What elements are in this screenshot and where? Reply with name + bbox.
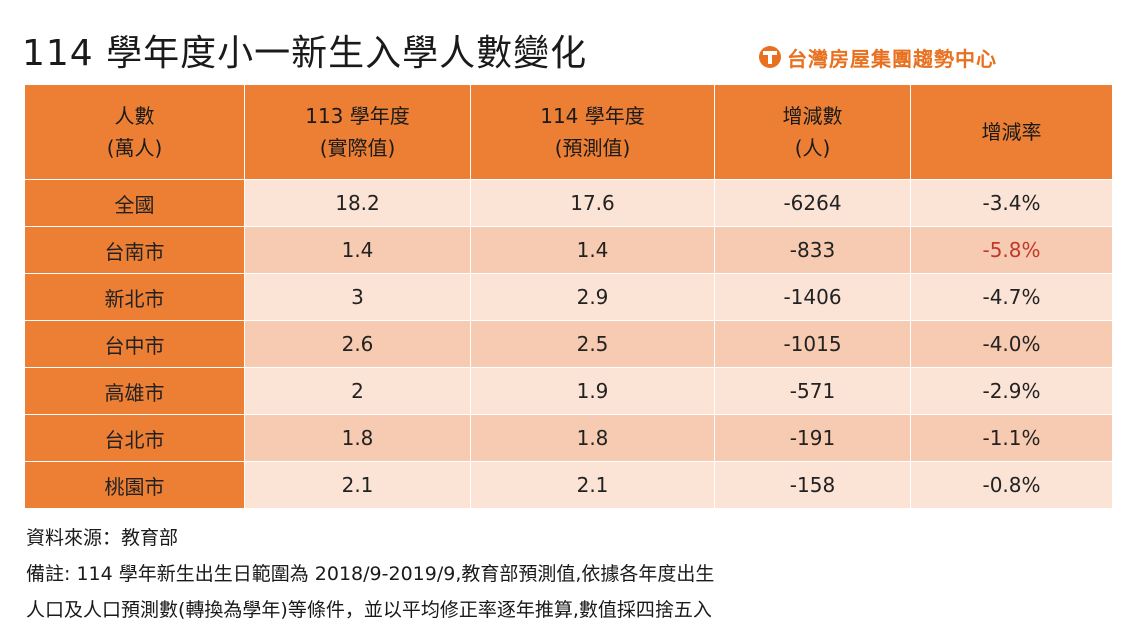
cell-y114: 2.5 bbox=[470, 320, 715, 368]
header-sublabel: (萬人) bbox=[106, 136, 163, 160]
header-label: 人數 bbox=[114, 104, 155, 128]
cell-region: 台北市 bbox=[24, 414, 245, 462]
cell-change: -191 bbox=[714, 414, 911, 462]
table-row: 桃園市 2.1 2.1 -158 -0.8% bbox=[24, 461, 1113, 509]
cell-region: 桃園市 bbox=[24, 461, 245, 509]
header-label: 增減數 bbox=[782, 104, 843, 128]
header-label: 113 學年度 bbox=[305, 104, 410, 128]
table-row: 台北市 1.8 1.8 -191 -1.1% bbox=[24, 414, 1113, 462]
table-row: 全國 18.2 17.6 -6264 -3.4% bbox=[24, 179, 1113, 227]
header-y114: 114 學年度 (預測值) bbox=[470, 84, 715, 180]
header-sublabel: (實際值) bbox=[319, 136, 396, 160]
header-y113: 113 學年度 (實際值) bbox=[244, 84, 471, 180]
cell-change: -571 bbox=[714, 367, 911, 415]
table-row: 台南市 1.4 1.4 -833 -5.8% bbox=[24, 226, 1113, 274]
page-title: 114 學年度小一新生入學人數變化 bbox=[22, 33, 588, 74]
table-row: 新北市 3 2.9 -1406 -4.7% bbox=[24, 273, 1113, 321]
cell-rate-highlight: -5.8% bbox=[910, 226, 1113, 274]
header-label: 114 學年度 bbox=[540, 104, 645, 128]
cell-y114: 1.4 bbox=[470, 226, 715, 274]
cell-rate: -3.4% bbox=[910, 179, 1113, 227]
cell-change: -6264 bbox=[714, 179, 911, 227]
cell-y114: 2.1 bbox=[470, 461, 715, 509]
brand-name: 台灣房屋集團趨勢中心 bbox=[787, 46, 997, 71]
cell-y113: 1.4 bbox=[244, 226, 471, 274]
enrollment-table: 人數 (萬人) 113 學年度 (實際值) 114 學年度 (預測值) 增減數 … bbox=[24, 84, 1113, 509]
header-label: 增減率 bbox=[981, 120, 1042, 144]
cell-rate: -0.8% bbox=[910, 461, 1113, 509]
footnotes: 資料來源：教育部 備註: 114 學年新生出生日範圍為 2018/9-2019/… bbox=[26, 520, 714, 628]
source-note: 資料來源：教育部 bbox=[26, 527, 179, 549]
cell-y113: 2.6 bbox=[244, 320, 471, 368]
remark-note-line2: 人口及人口預測數(轉換為學年)等條件，並以平均修正率逐年推算,數值採四捨五入 bbox=[26, 599, 712, 621]
cell-region: 台中市 bbox=[24, 320, 245, 368]
header-region: 人數 (萬人) bbox=[24, 84, 245, 180]
cell-y113: 2 bbox=[244, 367, 471, 415]
cell-y113: 3 bbox=[244, 273, 471, 321]
table-row: 高雄市 2 1.9 -571 -2.9% bbox=[24, 367, 1113, 415]
cell-y114: 1.8 bbox=[470, 414, 715, 462]
cell-rate: -4.0% bbox=[910, 320, 1113, 368]
cell-change: -833 bbox=[714, 226, 911, 274]
cell-y113: 18.2 bbox=[244, 179, 471, 227]
cell-rate: -4.7% bbox=[910, 273, 1113, 321]
cell-region: 新北市 bbox=[24, 273, 245, 321]
cell-region: 全國 bbox=[24, 179, 245, 227]
header-change: 增減數 (人) bbox=[714, 84, 911, 180]
cell-region: 台南市 bbox=[24, 226, 245, 274]
header-sublabel: (預測值) bbox=[554, 136, 631, 160]
cell-change: -1406 bbox=[714, 273, 911, 321]
cell-rate: -1.1% bbox=[910, 414, 1113, 462]
cell-y114: 2.9 bbox=[470, 273, 715, 321]
remark-note-line1: 備註: 114 學年新生出生日範圍為 2018/9-2019/9,教育部預測值,… bbox=[26, 563, 715, 585]
cell-y114: 1.9 bbox=[470, 367, 715, 415]
table-header-row: 人數 (萬人) 113 學年度 (實際值) 114 學年度 (預測值) 增減數 … bbox=[24, 84, 1113, 180]
cell-y113: 2.1 bbox=[244, 461, 471, 509]
cell-y114: 17.6 bbox=[470, 179, 715, 227]
house-logo-icon bbox=[759, 46, 781, 68]
cell-region: 高雄市 bbox=[24, 367, 245, 415]
cell-change: -158 bbox=[714, 461, 911, 509]
header-rate: 增減率 bbox=[910, 84, 1113, 180]
table-row: 台中市 2.6 2.5 -1015 -4.0% bbox=[24, 320, 1113, 368]
cell-change: -1015 bbox=[714, 320, 911, 368]
cell-rate: -2.9% bbox=[910, 367, 1113, 415]
brand-logo-group: 台灣房屋集團趨勢中心 bbox=[758, 42, 997, 72]
header-sublabel: (人) bbox=[794, 136, 831, 160]
cell-y113: 1.8 bbox=[244, 414, 471, 462]
